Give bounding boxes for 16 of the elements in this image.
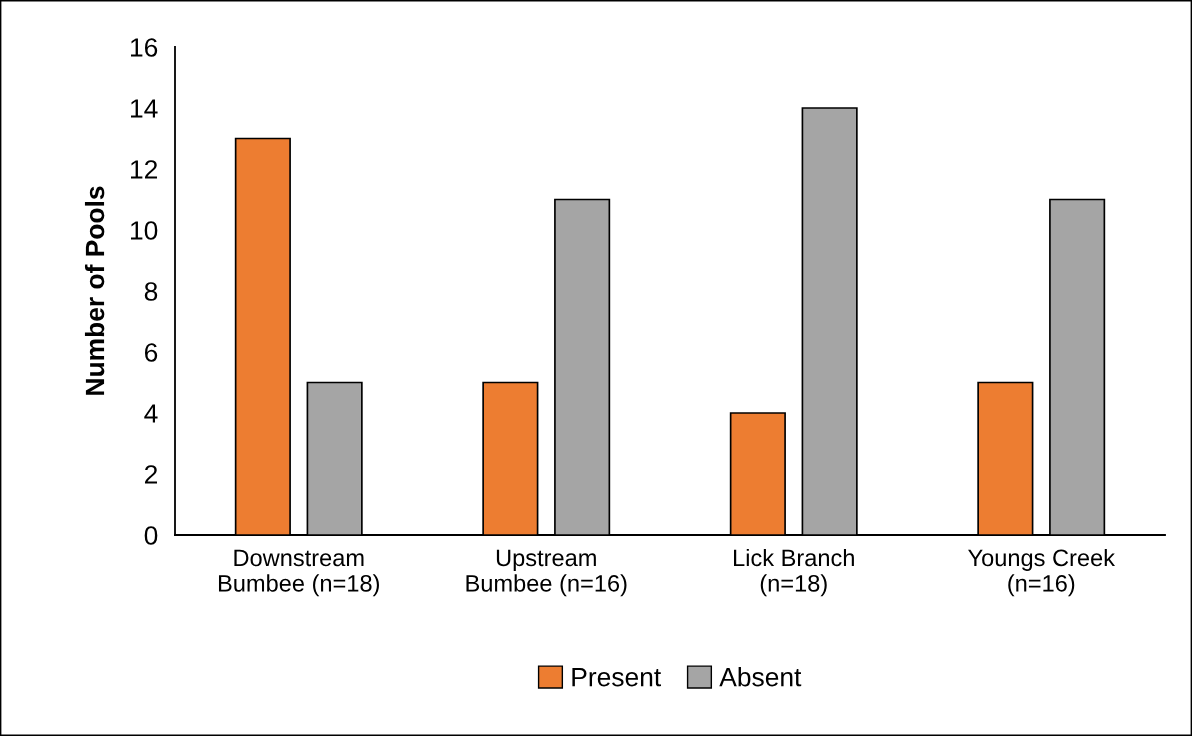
y-tick-label: 8 — [144, 282, 158, 301]
y-tick-label: 12 — [131, 160, 158, 179]
y-tick-label: 6 — [145, 343, 158, 362]
y-tick-label: 0 — [144, 526, 158, 545]
x-tick-label: Upstream Bumbee (n=16) — [466, 549, 627, 597]
y-tick-label: 14 — [131, 99, 158, 118]
legend-label: Absent — [719, 667, 802, 687]
y-tick-label: 2 — [144, 465, 158, 484]
y-tick-label: 16 — [131, 38, 158, 57]
y-tick-label: 4 — [144, 404, 158, 423]
x-tick-label: Lick Branch (n=18) — [734, 548, 854, 597]
x-tick-label: Youngs Creek (n=16) — [968, 548, 1116, 597]
y-tick-label: 10 — [131, 221, 158, 240]
legend-label: Present — [572, 668, 662, 687]
x-tick-label: Downstream Bumbee (n=18) — [218, 549, 379, 597]
y-axis-title: Number of Pools — [84, 186, 105, 395]
